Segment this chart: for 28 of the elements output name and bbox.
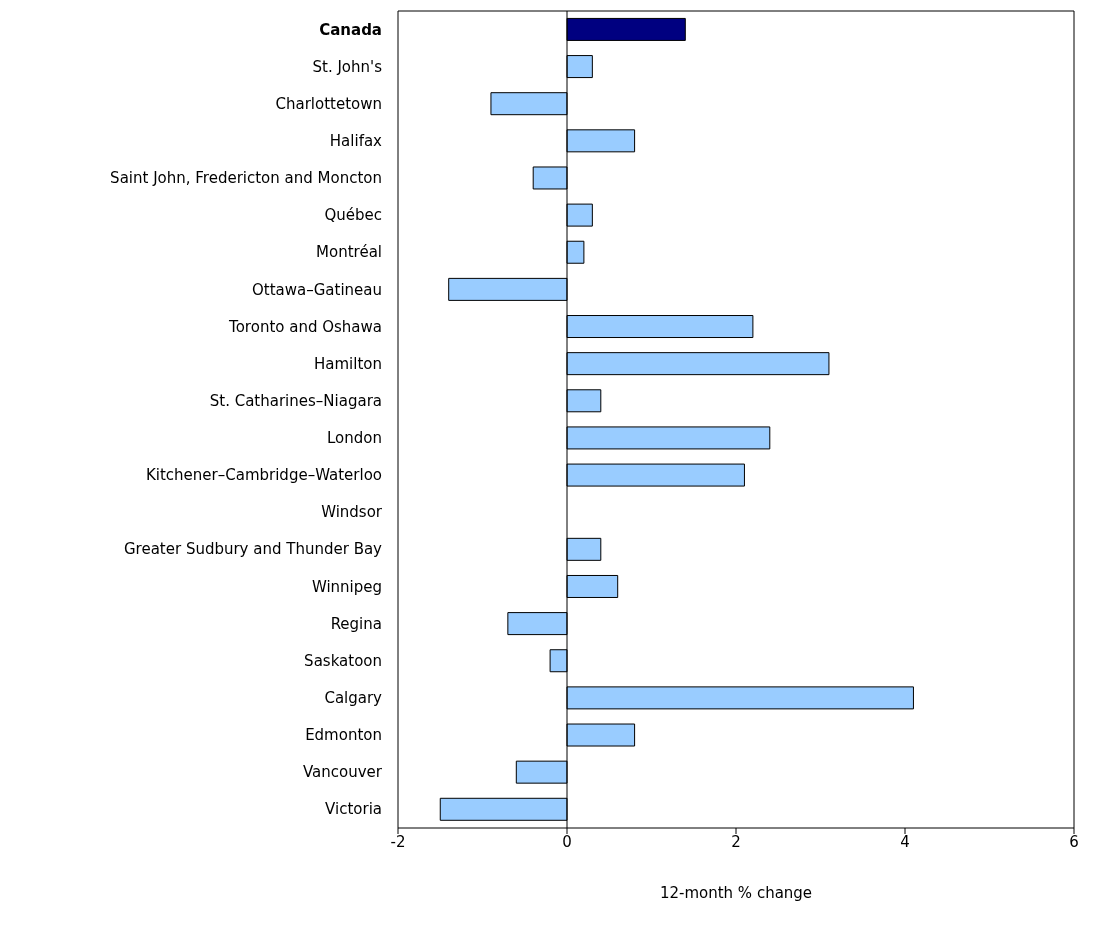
y-tick-label: Ottawa–Gatineau [251, 280, 382, 299]
y-tick-label: Victoria [325, 800, 382, 819]
y-tick-label: London [327, 429, 382, 448]
y-tick-label: Greater Sudbury and Thunder Bay [123, 540, 383, 559]
x-tick-label: 2 [731, 832, 741, 851]
y-tick-label: Charlottetown [275, 94, 382, 113]
x-tick-label: 0 [562, 832, 572, 851]
y-tick-label: St. John's [312, 57, 383, 76]
y-tick-label: Kitchener–Cambridge–Waterloo [145, 466, 382, 485]
y-tick-label: Edmonton [305, 726, 382, 745]
y-tick-label: Hamilton [314, 354, 382, 373]
x-axis-title: 12-month % change [659, 884, 813, 902]
x-tick-label: -2 [390, 832, 406, 851]
y-tick-label: Toronto and Oshawa [228, 317, 382, 336]
y-tick-label: Calgary [324, 689, 383, 708]
y-tick-label: Saint John, Fredericton and Moncton [110, 169, 382, 188]
y-tick-label: Windsor [321, 503, 383, 522]
y-tick-label: Québec [324, 206, 382, 225]
y-tick-label: Saskatoon [304, 651, 382, 670]
y-tick-label: Regina [330, 614, 382, 633]
y-tick-label: Vancouver [303, 763, 383, 782]
y-tick-label: St. Catharines–Niagara [209, 391, 382, 410]
y-tick-label: Canada [319, 20, 382, 39]
y-tick-label: Halifax [329, 131, 383, 150]
y-tick-label: Montréal [316, 243, 382, 262]
x-tick-label: 4 [900, 832, 910, 851]
x-tick-label: 6 [1069, 832, 1079, 851]
y-tick-label: Winnipeg [311, 577, 382, 596]
